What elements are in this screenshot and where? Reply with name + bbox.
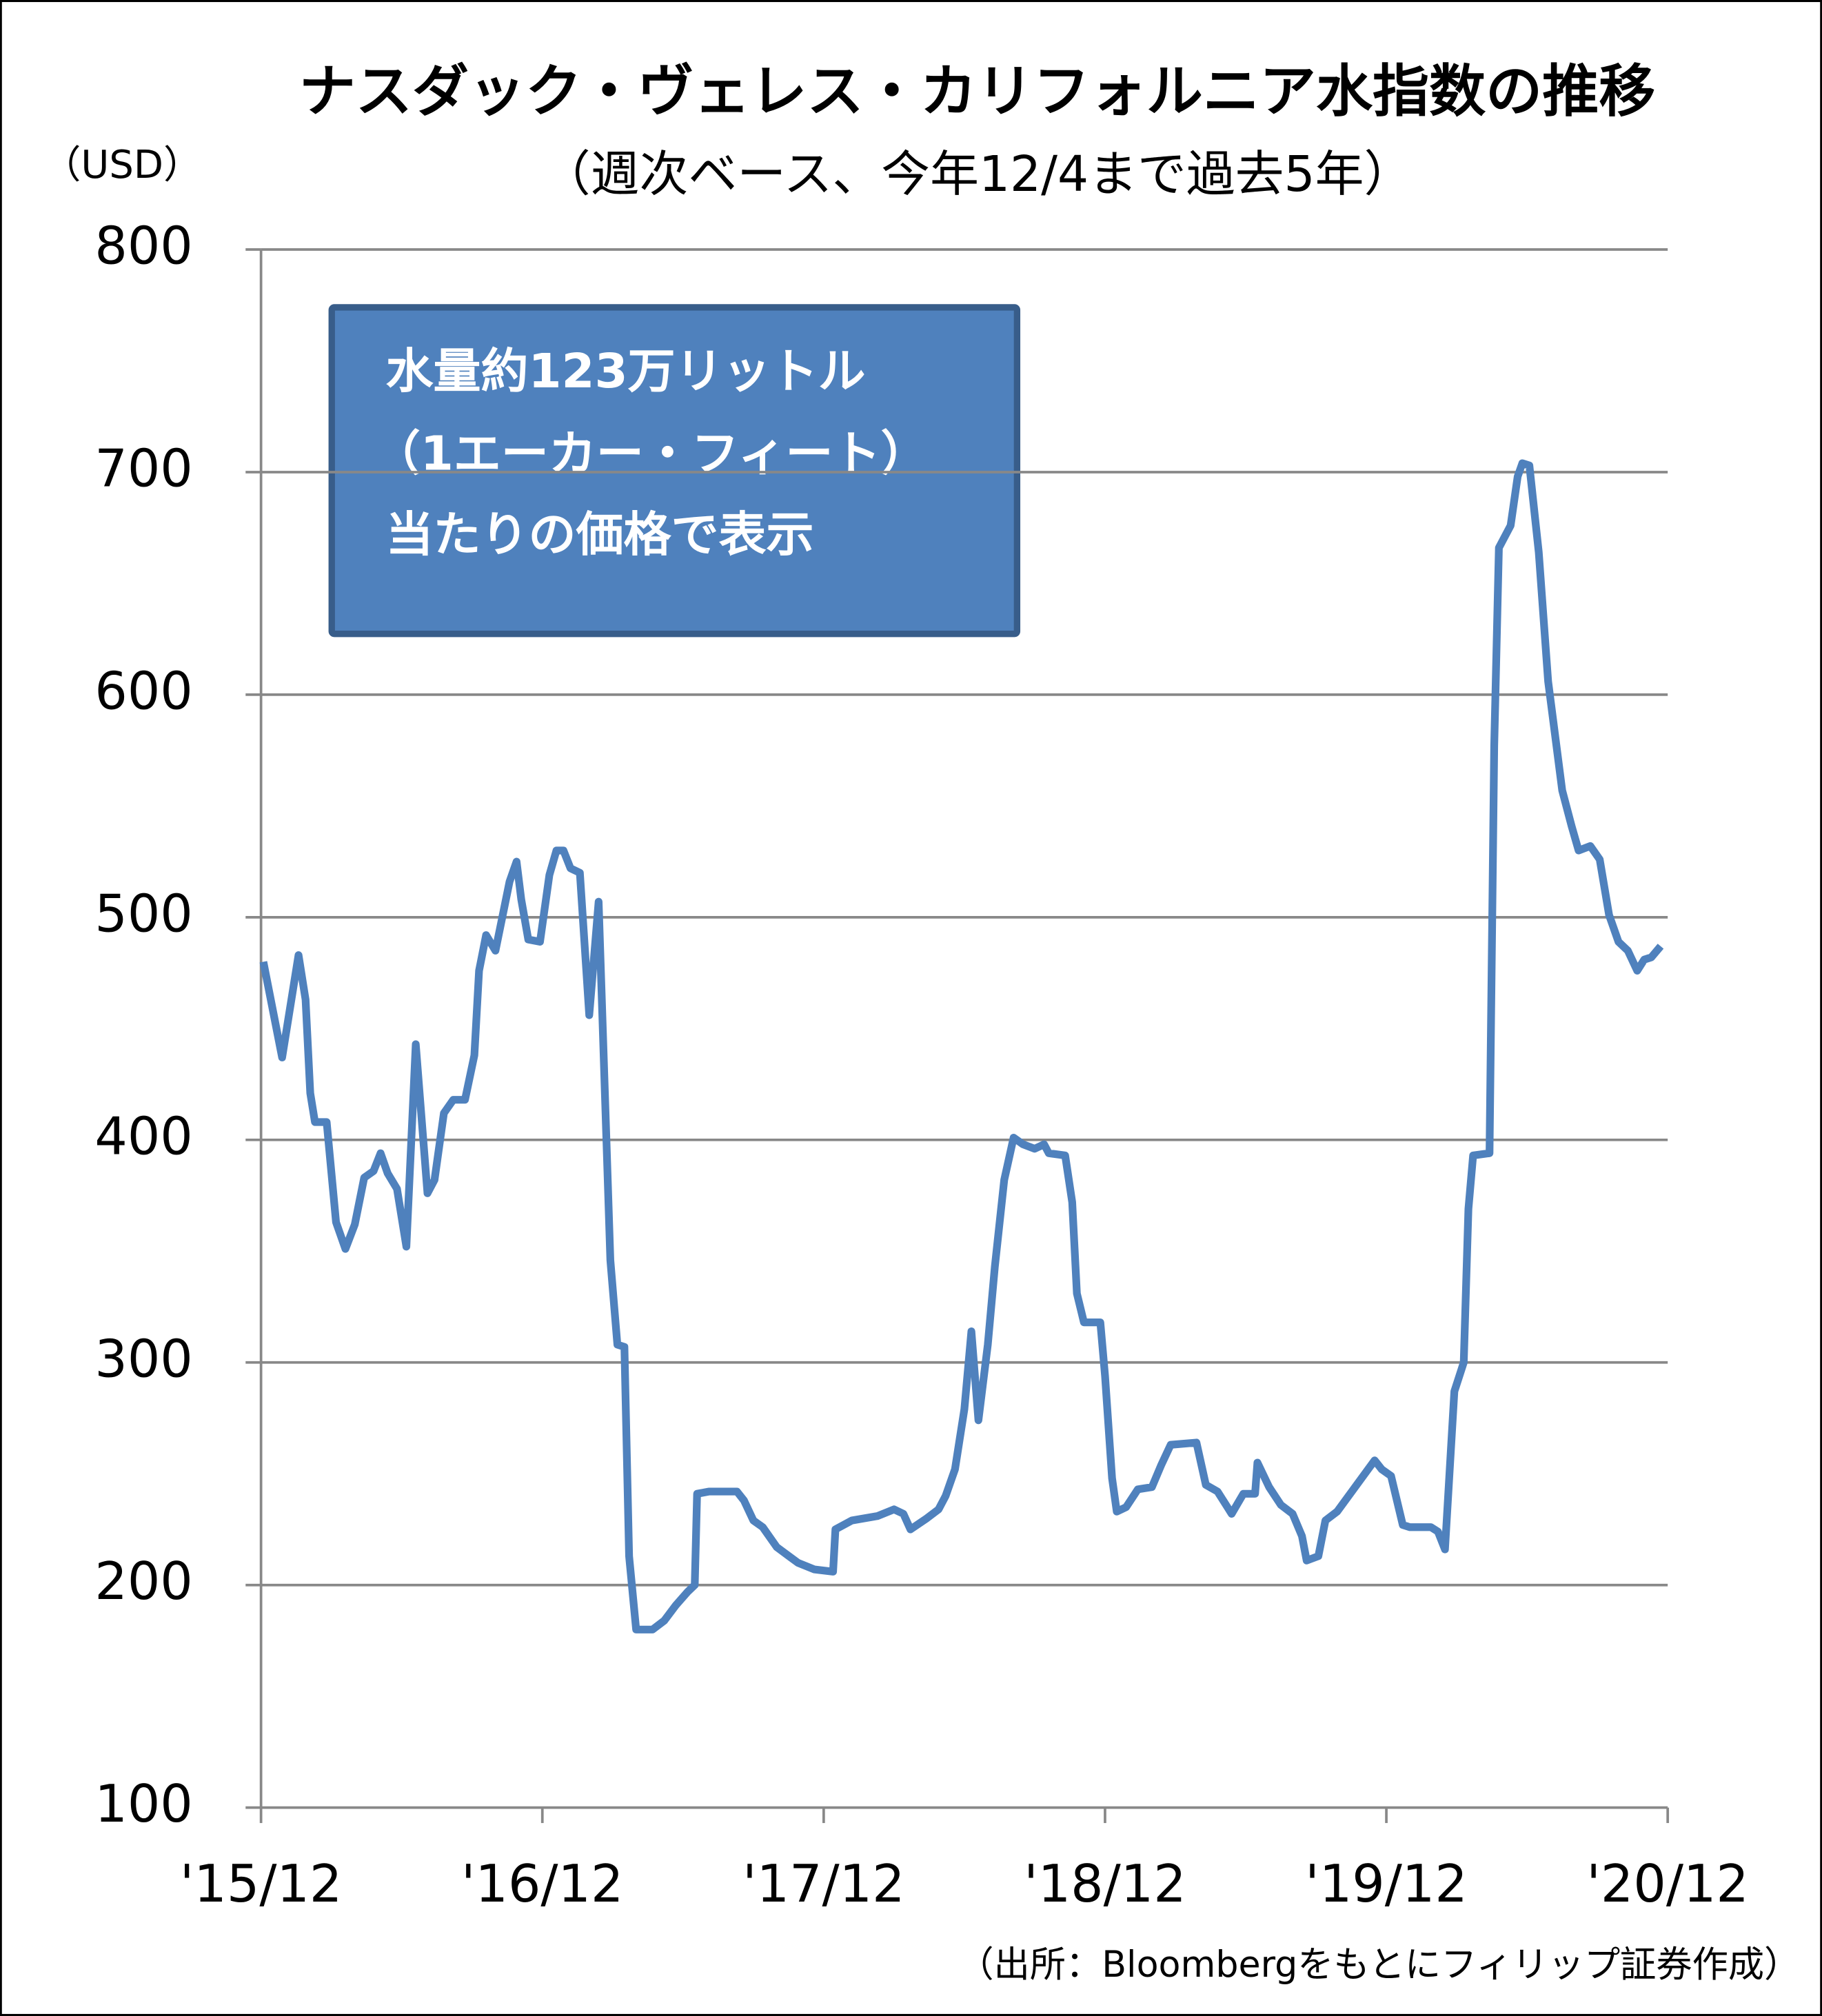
y-tick-label: 500 — [94, 884, 192, 944]
source-note: （出所：Bloombergをもとにフィリップ証券作成） — [958, 1944, 1800, 1986]
y-tick-label: 200 — [94, 1551, 192, 1611]
x-tick-label: '15/12 — [180, 1854, 342, 1914]
annotation-line: 当たりの価格で表示 — [386, 507, 814, 562]
y-tick-label: 400 — [94, 1106, 192, 1166]
y-tick-label: 800 — [94, 216, 192, 276]
y-tick-label: 100 — [94, 1774, 192, 1834]
x-tick-label: '19/12 — [1305, 1854, 1467, 1914]
x-tick-label: '18/12 — [1024, 1854, 1186, 1914]
y-tick-label: 300 — [94, 1329, 192, 1389]
annotation-line: 水量約123万リットル — [386, 344, 866, 399]
y-tick-label: 700 — [94, 438, 192, 498]
y-unit: （USD） — [42, 143, 201, 187]
chart-title: ナスダック・ヴェレス・カリフォルニア水指数の推移 — [299, 59, 1656, 125]
x-tick-label: '20/12 — [1586, 1854, 1748, 1914]
x-tick-label: '16/12 — [461, 1854, 623, 1914]
annotation-box — [328, 304, 1021, 638]
x-tick-label: '17/12 — [742, 1854, 904, 1914]
data-line — [259, 459, 1664, 1633]
y-tick-label: 600 — [94, 661, 192, 721]
chart-subtitle: （週次ベース、今年12/4まで過去5年） — [542, 145, 1413, 203]
